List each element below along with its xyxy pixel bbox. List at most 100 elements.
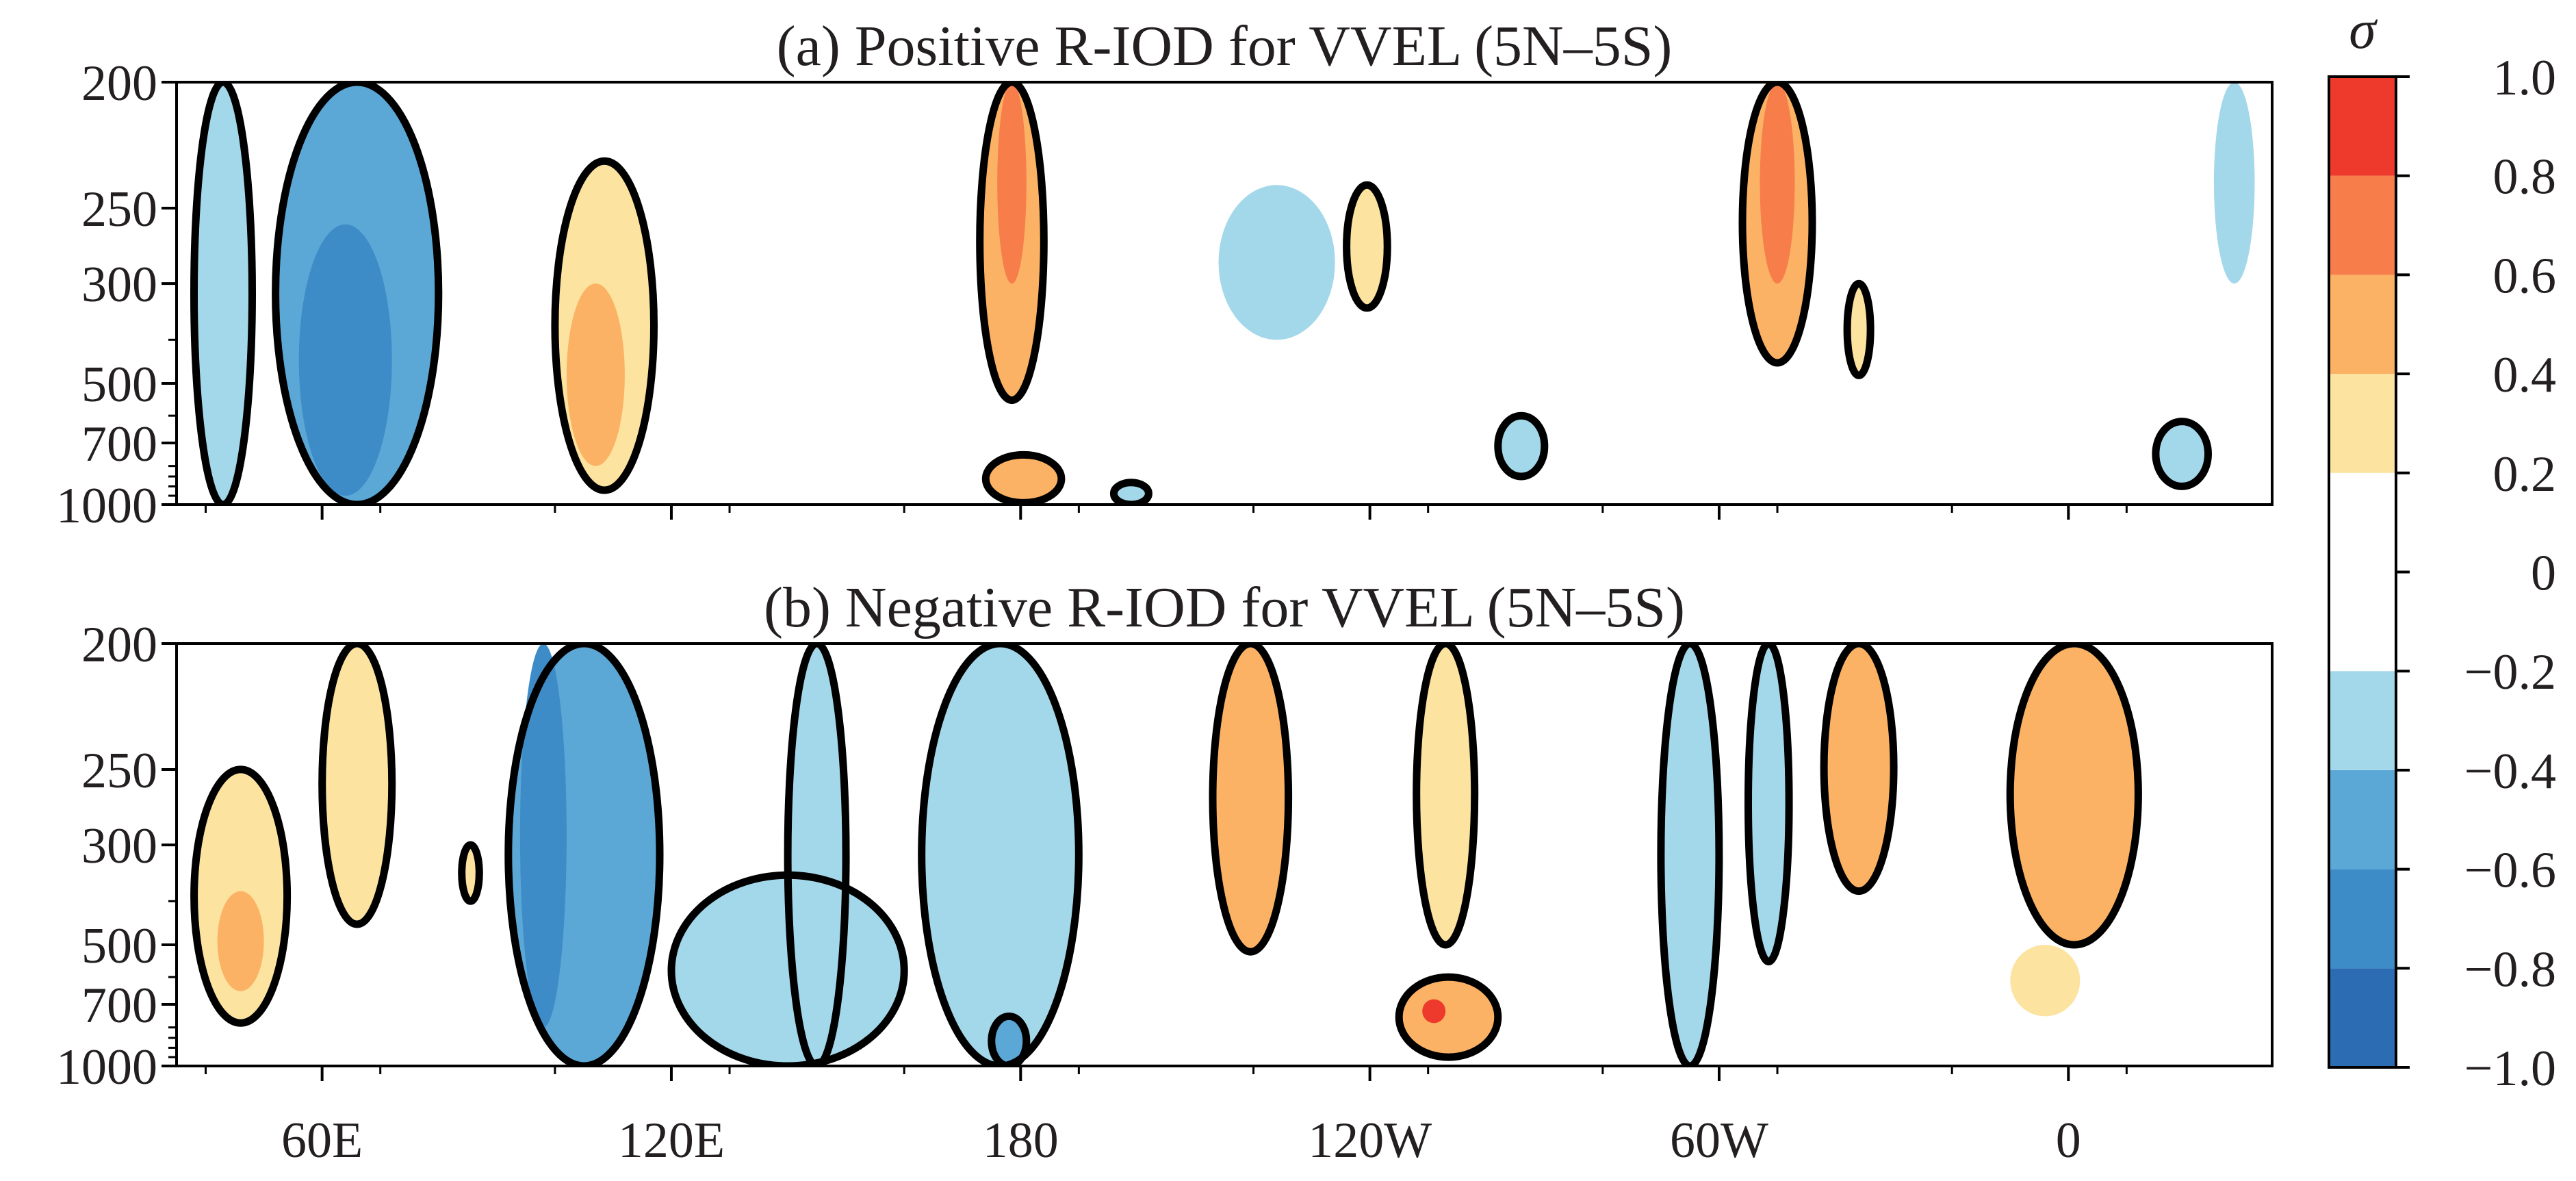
y-tick-label: 200 xyxy=(81,617,157,673)
anomaly-positive-region xyxy=(997,82,1027,284)
significance-contour xyxy=(318,644,396,928)
anomaly-positive-region xyxy=(1213,644,1289,952)
significance-contour xyxy=(2006,644,2142,949)
significance-contour xyxy=(1395,973,1502,1061)
significance-contour xyxy=(1413,644,1479,949)
significance-contour xyxy=(976,82,1048,405)
anomaly-negative-region xyxy=(1497,416,1545,477)
significance-contour xyxy=(1209,644,1293,956)
colorbar-bin xyxy=(2329,671,2396,770)
significance-contour xyxy=(1843,279,1875,379)
y-tick-label: 300 xyxy=(81,257,157,313)
x-axis-labels: 60E 120E 180 120W 60W 0 xyxy=(281,1113,2081,1169)
anomaly-positive-region xyxy=(1847,283,1871,376)
colorbar-tick-label: −0.4 xyxy=(2464,744,2556,800)
significance-contour xyxy=(190,82,256,505)
anomaly-positive-region xyxy=(566,283,625,466)
x-tick-label: 60W xyxy=(1670,1113,1768,1169)
significance-contour xyxy=(1343,181,1391,312)
anomaly-positive-region xyxy=(1346,185,1388,308)
anomaly-positive-region xyxy=(1399,977,1498,1058)
significance-contour xyxy=(784,644,850,1066)
significance-contour xyxy=(2152,418,2212,490)
colorbar-tick-label: 0.2 xyxy=(2493,446,2557,503)
y-tick-label: 1000 xyxy=(56,478,157,534)
panel-b-x-ticks xyxy=(205,1066,2128,1081)
colorbar-ticks: 1.0 0.8 0.6 0.4 0.2 0 −0.2 −0.4 −0.6 −0.8 −1.0 xyxy=(2396,50,2556,1097)
y-tick-label: 500 xyxy=(81,357,157,413)
colorbar-tick-label: 1.0 xyxy=(2493,50,2557,106)
panel-a-x-ticks xyxy=(205,505,2128,520)
anomaly-negative-region xyxy=(194,82,253,505)
anomaly-positive-region xyxy=(1760,82,1795,284)
significance-contour xyxy=(272,82,443,505)
panel-b: (b) Negative R-IOD for VVEL (5N–5S) 2002… xyxy=(56,576,2274,1095)
anomaly-positive-region xyxy=(2010,945,2081,1017)
anomaly-negative-region xyxy=(991,1016,1027,1066)
y-tick-label: 250 xyxy=(81,743,157,799)
anomaly-negative-region xyxy=(1748,644,1790,962)
significance-contour xyxy=(1494,411,1549,481)
significance-contour xyxy=(1109,479,1152,505)
anomaly-negative-region xyxy=(1660,644,1719,1066)
colorbar-bin xyxy=(2329,968,2396,1067)
x-tick-label: 120W xyxy=(1308,1113,1432,1169)
anomaly-negative-region xyxy=(2155,421,2208,487)
significance-contour xyxy=(1657,644,1723,1066)
significance-contour xyxy=(918,644,1083,1066)
colorbar-bin xyxy=(2329,869,2396,969)
colorbar-tick-label: 0.6 xyxy=(2493,248,2557,304)
anomaly-positive-region xyxy=(986,455,1061,503)
colorbar-bin xyxy=(2329,770,2396,869)
y-tick-label: 700 xyxy=(81,978,157,1034)
colorbar-bin xyxy=(2329,374,2396,473)
anomaly-positive-region xyxy=(217,891,264,991)
y-tick-label: 200 xyxy=(81,55,157,112)
anomaly-negative-region xyxy=(1218,185,1335,340)
x-tick-label: 120E xyxy=(618,1113,725,1169)
panel-b-contours xyxy=(190,644,2142,1066)
anomaly-positive-region xyxy=(1422,999,1446,1024)
significance-contour xyxy=(458,841,483,905)
significance-contour xyxy=(981,450,1066,505)
panel-a-fills xyxy=(194,82,2255,505)
y-tick-label: 500 xyxy=(81,918,157,974)
panel-b-title: (b) Negative R-IOD for VVEL (5N–5S) xyxy=(764,576,1685,639)
significance-contour xyxy=(504,644,664,1066)
anomaly-negative-region xyxy=(2213,82,2255,284)
colorbar-bin xyxy=(2329,175,2396,275)
anomaly-negative-region xyxy=(921,644,1079,1066)
x-tick-label: 60E xyxy=(281,1113,363,1169)
colorbar-tick-label: −1.0 xyxy=(2464,1041,2556,1097)
significance-contour xyxy=(551,157,658,494)
colorbar-tick-label: −0.2 xyxy=(2464,644,2556,700)
colorbar-bins xyxy=(2329,77,2396,1067)
anomaly-positive-region xyxy=(2010,644,2139,945)
anomaly-negative-region xyxy=(788,644,847,1066)
anomaly-positive-region xyxy=(322,644,392,924)
panel-a-title: (a) Positive R-IOD for VVEL (5N–5S) xyxy=(777,14,1673,78)
anomaly-negative-region xyxy=(519,644,567,1028)
significance-contour xyxy=(1738,82,1816,367)
anomaly-negative-region xyxy=(298,224,392,496)
y-tick-label: 300 xyxy=(81,818,157,874)
colorbar-symbol: σ xyxy=(2349,0,2378,60)
panel-a-frame xyxy=(175,81,2274,506)
y-tick-label: 1000 xyxy=(56,1039,157,1095)
colorbar-tick-label: −0.6 xyxy=(2464,843,2556,899)
colorbar-bin xyxy=(2329,275,2396,374)
y-tick-label: 700 xyxy=(81,416,157,472)
colorbar-bin xyxy=(2329,472,2396,672)
anomaly-positive-region xyxy=(1416,644,1475,945)
colorbar-bin xyxy=(2329,77,2396,176)
colorbar-tick-label: 0.4 xyxy=(2493,347,2557,403)
colorbar-tick-label: 0.8 xyxy=(2493,149,2557,205)
colorbar-tick-label: 0 xyxy=(2531,546,2556,602)
y-tick-label: 250 xyxy=(81,181,157,238)
colorbar: σ 1.0 0.8 0.6 0.4 0.2 0 −0.2 −0.4 −0.6 −0.8 −1.0 xyxy=(2328,0,2556,1097)
x-tick-label: 180 xyxy=(983,1113,1059,1169)
colorbar-tick-label: −0.8 xyxy=(2464,941,2556,998)
